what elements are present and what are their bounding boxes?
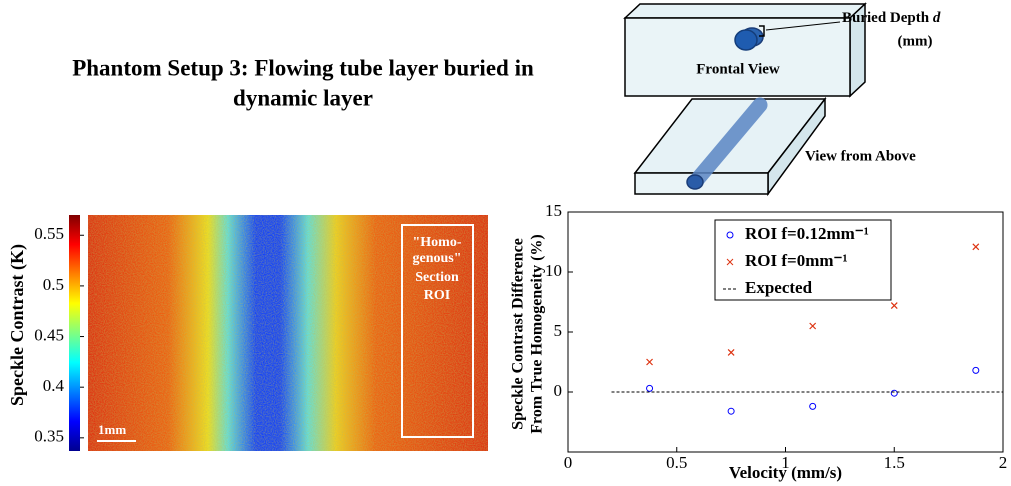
point <box>890 302 898 310</box>
point <box>972 366 980 374</box>
legend-swatch <box>726 258 734 266</box>
x-axis-label: Velocity (mm/s) <box>729 463 842 482</box>
speckle-noise <box>88 215 488 451</box>
roi-label: genous" <box>412 251 461 266</box>
y-tick-label: 15 <box>545 201 562 220</box>
depth-label: Buried Depth d <box>842 10 941 26</box>
y-tick-label: 10 <box>545 261 562 280</box>
depth-symbol: d <box>933 10 941 26</box>
roi-label: ROI <box>424 288 450 303</box>
above-label: View from Above <box>805 148 916 164</box>
point <box>809 322 817 330</box>
point <box>727 348 735 356</box>
point <box>646 384 654 392</box>
legend-label: Expected <box>745 278 813 297</box>
colorbar-label: Speckle Contrast (K) <box>7 244 28 406</box>
legend-label: ROI f=0mm⁻¹ <box>745 251 848 270</box>
x-tick-label: 1.5 <box>884 453 905 472</box>
legend-box <box>714 219 892 301</box>
diagram <box>623 2 867 197</box>
y-axis-label: From True Homogeneity (%) <box>529 234 546 434</box>
title: dynamic layer <box>233 85 373 110</box>
colorbar-tick-label: 0.45 <box>34 325 64 344</box>
x-tick-label: 0 <box>564 453 573 472</box>
roi-label: "Homo- <box>413 235 462 250</box>
y-axis-label: Speckle Contrast Difference <box>510 238 527 430</box>
roi-box <box>401 224 474 438</box>
colorbar-tick-label: 0.4 <box>43 376 65 395</box>
frontal-label: Frontal View <box>696 61 780 77</box>
point <box>646 358 653 366</box>
colorbar-tick-label: 0.5 <box>43 275 64 294</box>
colorbar-tick-label: 0.35 <box>34 427 64 446</box>
point <box>890 389 898 397</box>
x-tick-label: 0.5 <box>666 453 687 472</box>
point <box>809 402 817 410</box>
title: Phantom Setup 3: Flowing tube layer buri… <box>72 55 534 80</box>
x-tick-label: 2 <box>999 453 1008 472</box>
scale-label: 1mm <box>98 422 126 437</box>
y-tick-label: 0 <box>554 381 563 400</box>
legend-label: ROI f=0.12mm⁻¹ <box>745 224 869 243</box>
y-tick-label: 5 <box>554 321 563 340</box>
point <box>972 243 980 251</box>
colorbar <box>69 215 80 451</box>
colorbar-tick-label: 0.55 <box>34 224 64 243</box>
x-tick-label: 1 <box>781 453 790 472</box>
legend-swatch <box>726 231 734 239</box>
roi-label: Section <box>415 270 459 285</box>
depth-unit: (mm) <box>898 33 933 49</box>
depth-label: Buried Depth <box>842 10 930 26</box>
point <box>727 407 735 415</box>
